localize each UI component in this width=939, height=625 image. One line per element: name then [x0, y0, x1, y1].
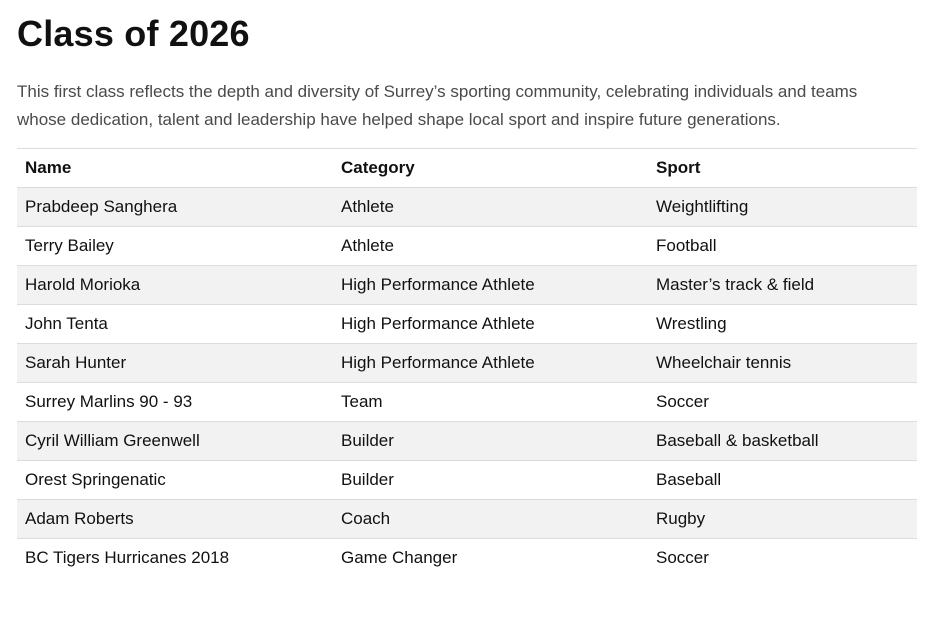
table-row: Adam Roberts Coach Rugby: [17, 499, 917, 539]
page-title: Class of 2026: [17, 13, 250, 54]
cell-name: John Tenta: [25, 314, 108, 333]
cell-name: Harold Morioka: [25, 275, 141, 294]
table-row: Harold Morioka High Performance Athlete …: [17, 265, 917, 305]
cell-name: Terry Bailey: [25, 236, 114, 255]
cell-sport: Soccer: [656, 392, 709, 411]
cell-category: Game Changer: [341, 548, 458, 567]
table-row: BC Tigers Hurricanes 2018 Game Changer S…: [17, 538, 917, 577]
cell-sport: Baseball & basketball: [656, 431, 819, 450]
column-header-sport: Sport: [656, 158, 701, 177]
inductees-table: Name Category Sport Prabdeep Sanghera At…: [17, 148, 917, 577]
cell-sport: Wheelchair tennis: [656, 353, 792, 372]
content-container: Class of 2026 This first class reflects …: [17, 12, 917, 577]
cell-category: Athlete: [341, 197, 394, 216]
cell-category: Builder: [341, 470, 394, 489]
column-header-category: Category: [341, 158, 415, 177]
cell-category: Team: [341, 392, 383, 411]
cell-category: Coach: [341, 509, 391, 528]
cell-category: High Performance Athlete: [341, 353, 535, 372]
cell-name: Cyril William Greenwell: [25, 431, 200, 450]
table-row: Surrey Marlins 90 - 93 Team Soccer: [17, 382, 917, 422]
cell-sport: Soccer: [656, 548, 709, 567]
cell-sport: Football: [656, 236, 717, 255]
table-row: Orest Springenatic Builder Baseball: [17, 460, 917, 500]
cell-category: Builder: [341, 431, 394, 450]
cell-category: High Performance Athlete: [341, 314, 535, 333]
table-row: John Tenta High Performance Athlete Wres…: [17, 304, 917, 344]
cell-name: Orest Springenatic: [25, 470, 166, 489]
table-row: Sarah Hunter High Performance Athlete Wh…: [17, 343, 917, 383]
table-row: Terry Bailey Athlete Football: [17, 226, 917, 266]
cell-sport: Baseball: [656, 470, 722, 489]
cell-name: Adam Roberts: [25, 509, 134, 528]
cell-sport: Weightlifting: [656, 197, 749, 216]
table-row: Cyril William Greenwell Builder Baseball…: [17, 421, 917, 461]
cell-name: Surrey Marlins 90 - 93: [25, 392, 193, 411]
intro-paragraph: This first class reflects the depth and …: [17, 82, 858, 129]
cell-name: Prabdeep Sanghera: [25, 197, 178, 216]
table-header: Name Category Sport: [17, 148, 917, 188]
cell-category: High Performance Athlete: [341, 275, 535, 294]
column-header-name: Name: [25, 158, 72, 177]
cell-sport: Master’s track & field: [656, 275, 815, 294]
cell-name: BC Tigers Hurricanes 2018: [25, 548, 230, 567]
cell-sport: Rugby: [656, 509, 706, 528]
table-body: Prabdeep Sanghera Athlete Weightlifting …: [17, 187, 917, 577]
cell-name: Sarah Hunter: [25, 353, 127, 372]
table-row: Prabdeep Sanghera Athlete Weightlifting: [17, 187, 917, 227]
cell-category: Athlete: [341, 236, 394, 255]
cell-sport: Wrestling: [656, 314, 727, 333]
table-header-row: Name Category Sport: [17, 148, 917, 188]
